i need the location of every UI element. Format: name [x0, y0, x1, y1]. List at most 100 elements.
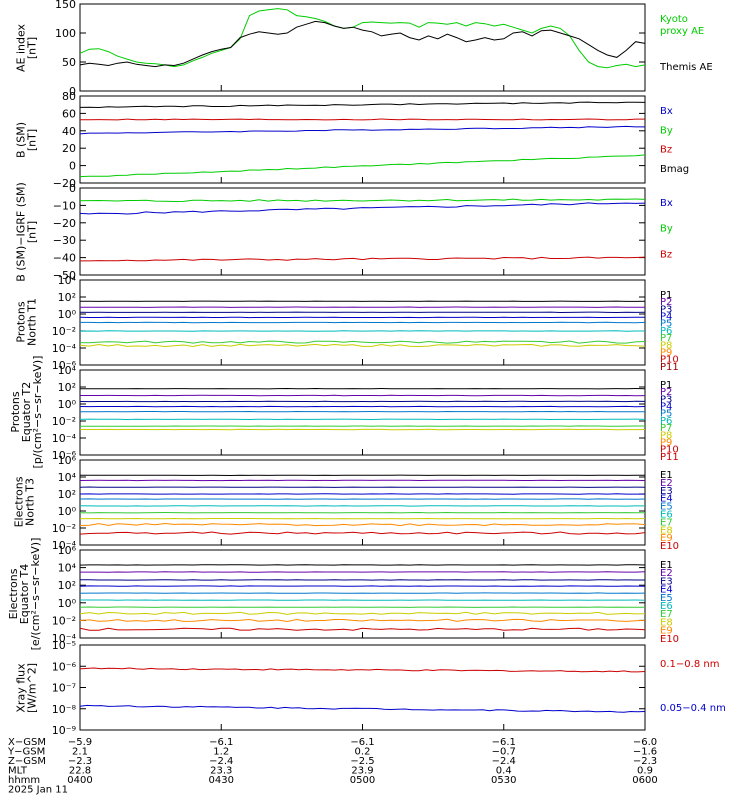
x-column-value: 0430: [209, 775, 234, 786]
legend-entry-line: P8: [660, 340, 672, 351]
legend-entry-line: P11: [660, 452, 679, 463]
y-tick-label: 10⁰: [58, 308, 77, 321]
legend-entry-line: P4: [660, 312, 672, 323]
y-tick-label: 20: [62, 142, 76, 155]
legend-entry: P6: [660, 326, 672, 337]
legend-entry-line: P9: [660, 437, 672, 448]
legend-entry: P11: [660, 362, 679, 373]
legend-entry: 0.1−0.8 nm: [660, 659, 719, 670]
x-column-value: 1.2: [213, 747, 229, 758]
series-line-e10: [79, 627, 646, 631]
y-tick-label: 10²: [58, 579, 76, 592]
x-column-value: 0.9: [637, 766, 653, 777]
legend-entry: E5: [660, 593, 673, 604]
panel-electrons_equator_t4: 10⁻⁴ 10⁻² 10⁰ 10² 10⁴ 10⁶ ElectronsEquator T4[…: [7, 538, 679, 651]
legend-entry-line: E10: [660, 634, 679, 645]
legend-entry: Bz: [660, 249, 672, 260]
legend-entry-line: E3: [660, 486, 673, 497]
legend-entry-line: E6: [660, 510, 673, 521]
y-tick-label: 10⁻⁶: [52, 359, 77, 372]
x-row-label: hhmm: [8, 775, 40, 786]
series-line-e8: [79, 611, 646, 615]
y-axis-label-line: Protons: [9, 391, 22, 432]
legend-entry-line: P10: [660, 445, 679, 456]
y-axis-label-line: Electrons: [13, 476, 26, 527]
legend-entry-line: E3: [660, 576, 673, 587]
legend-entry: E8: [660, 525, 673, 536]
x-column-value: −6.1: [350, 737, 374, 748]
y-axis-label-line: [nT]: [26, 221, 39, 243]
y-axis-label-line: Equator T2: [20, 382, 33, 442]
legend-entry: Themis AE: [659, 62, 713, 73]
legend-entry-line: E6: [660, 601, 673, 612]
legend-entry: E3: [660, 576, 673, 587]
legend-entry: Bmag: [660, 164, 689, 175]
legend-entry-line: P5: [660, 409, 672, 420]
x-column-value: −6.1: [209, 737, 233, 748]
x-column-value: −1.6: [633, 747, 657, 758]
y-tick-label: 10⁻⁴: [52, 432, 77, 445]
panel-frame: [79, 3, 646, 92]
legend-entry-line: P11: [660, 362, 679, 373]
y-tick-label: 10⁻⁶: [52, 660, 77, 673]
series-line-e9: [79, 618, 646, 623]
y-axis-label-line: [p/(cm²−s−sr−keV)]: [31, 356, 44, 469]
legend-entry-line: Bmag: [660, 164, 689, 175]
legend-entry: P3: [660, 394, 672, 405]
legend-entry: P9: [660, 347, 672, 358]
y-tick-label: 10⁴: [58, 364, 77, 377]
y-tick-label: 10⁻²: [52, 614, 76, 627]
legend-entry: E8: [660, 617, 673, 628]
y-axis-label-line: AE index: [15, 23, 28, 72]
y-tick-label: 10⁶: [58, 544, 77, 557]
series-line-e10: [79, 531, 646, 535]
panel-b: −20 0 20 40 60 80 B (SM)[nT] Bx By Bz Bmag: [15, 90, 690, 190]
y-axis-label: ProtonsNorth T1: [15, 298, 39, 346]
y-axis-label: Xray flux[W/m^2]: [15, 663, 39, 713]
legend-entry-line: P8: [660, 430, 672, 441]
series-line-p7: [79, 340, 646, 344]
y-axis-label-line: [nT]: [26, 37, 39, 59]
x-column-value: 0600: [632, 775, 657, 786]
y-tick-label: 10⁰: [58, 597, 77, 610]
y-axis-label: ProtonsEquator T2[p/(cm²−s−sr−keV)]: [9, 356, 44, 469]
legend-entry-line: P5: [660, 319, 672, 330]
legend-entry-line: E10: [660, 541, 679, 552]
legend-entry-line: E1: [660, 470, 673, 481]
x-column-value: 23.9: [351, 766, 373, 777]
y-tick-label: 10⁻²: [52, 522, 76, 535]
y-tick-label: 100: [55, 27, 76, 40]
panel-protons_north_t1: 10⁻⁶ 10⁻⁴ 10⁻² 10⁰ 10² 10⁴ ProtonsNorth T1 P1P2…: [15, 274, 679, 373]
legend-entry: E10: [660, 634, 679, 645]
x-column-value: 0.2: [355, 747, 371, 758]
legend-entry: Bz: [660, 145, 672, 156]
y-axis-label-line: Protons: [15, 301, 28, 342]
legend-entry-line: proxy AE: [660, 26, 704, 37]
legend-entry: By: [660, 125, 673, 136]
legend-entry-line: P6: [660, 416, 672, 427]
series-line-themis-ae: [79, 20, 646, 68]
y-axis-label-line: B (SM): [15, 122, 28, 158]
legend-entry-line: 0.05−0.4 nm: [660, 703, 726, 714]
series-line-kyoto-proxy-ae: [79, 8, 646, 69]
y-tick-label: −10: [53, 199, 76, 212]
legend-entry-line: Bz: [660, 249, 672, 260]
x-column-value: 0400: [67, 775, 92, 786]
y-axis-label-line: Equator T4: [18, 564, 31, 624]
legend-entry-line: E1: [660, 560, 673, 571]
y-axis-label: ElectronsEquator T4[e/(cm²−s−sr−keV)]: [7, 538, 42, 651]
y-tick-label: −30: [53, 234, 76, 247]
legend-entry: P1: [660, 290, 672, 301]
legend-entry: P10: [660, 355, 679, 366]
legend-entry: P8: [660, 340, 672, 351]
y-axis-label-line: North T1: [26, 298, 39, 346]
legend-entry-line: P1: [660, 290, 672, 301]
series-line-p8: [79, 343, 646, 348]
y-tick-label: 0: [69, 182, 76, 195]
y-tick-label: 10⁻⁷: [52, 682, 76, 695]
panel-protons_equator_t2: 10⁻⁶ 10⁻⁴ 10⁻² 10⁰ 10² 10⁴ ProtonsEquator T2[p…: [9, 356, 679, 469]
legend-entry-line: E8: [660, 525, 673, 536]
